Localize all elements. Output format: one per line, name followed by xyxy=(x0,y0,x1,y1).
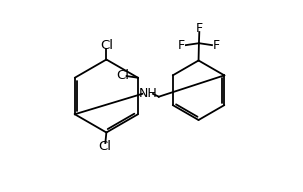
Text: F: F xyxy=(196,22,203,35)
Text: F: F xyxy=(213,39,220,52)
Text: F: F xyxy=(178,39,185,52)
Text: Cl: Cl xyxy=(98,140,112,153)
Text: NH: NH xyxy=(138,87,157,100)
Text: Cl: Cl xyxy=(100,39,113,52)
Text: Cl: Cl xyxy=(116,69,129,82)
